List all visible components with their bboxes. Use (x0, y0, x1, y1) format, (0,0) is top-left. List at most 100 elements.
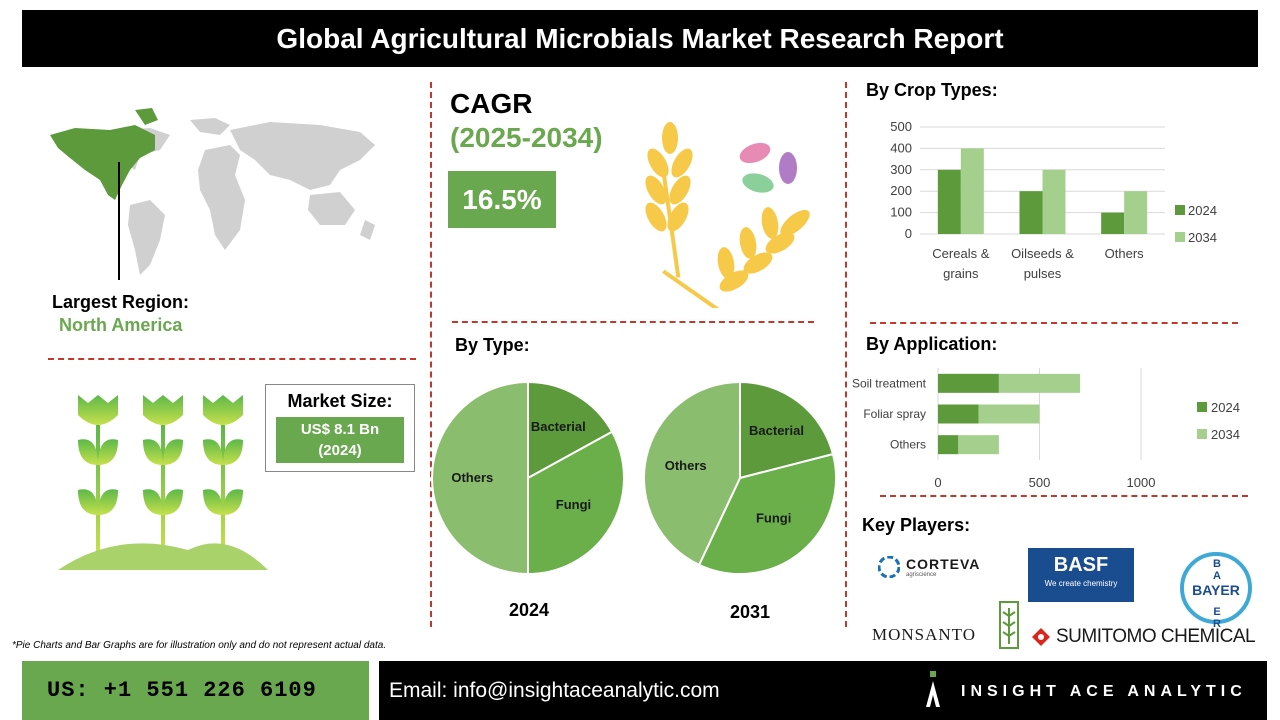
largest-region-label: Largest Region: (52, 292, 190, 312)
legend-label: 2034 (1188, 230, 1217, 245)
bar-2024 (1101, 212, 1125, 234)
plants-illustration (58, 395, 268, 570)
corteva-name: CORTEVA (906, 556, 981, 572)
x-tick-label: Others (1105, 246, 1145, 261)
x-tick-label-line: pulses (1024, 266, 1062, 281)
bar-2034 (978, 404, 1040, 424)
region-pointer-line (118, 162, 120, 280)
bar-2024 (938, 373, 999, 393)
basf-name: BASF (1053, 554, 1109, 576)
pie-label: Others (451, 470, 493, 485)
legend-swatch-2024 (1175, 205, 1185, 215)
corteva-logo: CORTEVA agriscience (878, 556, 980, 578)
type-pie-2031: Bacterial Fungi Others (643, 380, 837, 575)
sumitomo-icon (1032, 628, 1050, 646)
pie-label: Bacterial (531, 419, 586, 434)
bar-2034 (1042, 169, 1066, 234)
pie-label: Fungi (556, 497, 591, 512)
divider-region (48, 358, 416, 360)
pie-year-2031: 2031 (730, 602, 771, 622)
bar-2034 (958, 435, 999, 455)
divider-cagr (452, 321, 814, 323)
crop-types-bar-chart: 0 100 200 300 400 500 Cereals & grains Oilseeds … (890, 119, 1217, 281)
bayer-name: BAYER (1192, 582, 1240, 598)
pie-slice-bacterial (739, 380, 835, 480)
key-players-title: Key Players: (862, 515, 971, 535)
pie-slice-bacterial (527, 380, 614, 480)
bar-2024 (938, 435, 959, 455)
footnote: *Pie Charts and Bar Graphs are for illus… (12, 640, 387, 651)
cagr-value: 16.5% (448, 171, 556, 228)
largest-region-value: North America (59, 315, 183, 335)
market-size-value: US$ 8.1 Bn (2024) (276, 417, 404, 463)
y-tick-label: Foliar spray (863, 407, 926, 421)
divider-left (430, 82, 432, 627)
x-tick-label: 500 (1029, 475, 1051, 490)
legend-swatch-2024 (1197, 402, 1207, 412)
y-tick-label: Soil treatment (852, 376, 927, 390)
legend-label: 2024 (1188, 203, 1217, 218)
corteva-subtitle: agriscience (906, 572, 937, 578)
x-tick-label-line: Cereals & (932, 246, 989, 261)
pie-slice-others (431, 380, 529, 576)
divider-application (880, 495, 1248, 497)
market-size-amount: US$ 8.1 Bn (300, 421, 380, 438)
y-tick-label: 400 (890, 140, 912, 155)
world-map (50, 108, 375, 275)
y-tick-label: Others (890, 438, 926, 452)
pie-label: Fungi (756, 511, 791, 526)
bar-2024 (937, 169, 961, 234)
corteva-icon (878, 556, 900, 578)
application-title: By Application: (866, 334, 998, 354)
y-tick-label: 0 (905, 226, 912, 241)
basf-logo: BASF We create chemistry (1028, 548, 1134, 602)
bar-2034 (960, 148, 984, 234)
x-tick-label-line: grains (943, 266, 979, 281)
pie-slice-others (643, 380, 741, 567)
pie-slice-fungi (527, 430, 625, 576)
page-title: Global Agricultural Microbials Market Re… (22, 10, 1258, 67)
x-tick-label: 1000 (1127, 475, 1156, 490)
legend-label: 2024 (1211, 400, 1240, 415)
legend-swatch-2034 (1175, 232, 1185, 242)
cagr-period: (2025-2034) (450, 122, 603, 153)
monsanto-name: MONSANTO (872, 625, 977, 644)
pie-slice-fungi (697, 452, 837, 575)
pie-label: Others (665, 458, 707, 473)
divider-crop (870, 322, 1238, 324)
basf-tagline: We create chemistry (1044, 579, 1118, 588)
pie-year-2024: 2024 (509, 600, 550, 620)
market-size-label: Market Size: (287, 391, 393, 411)
monsanto-leaf-icon (999, 601, 1019, 649)
market-size-card: Market Size: US$ 8.1 Bn (2024) (265, 384, 415, 472)
email-contact[interactable]: Email: info@insightaceanalytic.com (389, 679, 720, 702)
legend-swatch-2034 (1197, 429, 1207, 439)
y-tick-label: 300 (890, 162, 912, 177)
x-tick-label-line: Oilseeds & (1011, 246, 1074, 261)
x-tick-label: Cereals & grains (932, 246, 989, 281)
footer-bar: Email: info@insightaceanalytic.com INSIG… (379, 661, 1267, 720)
y-tick-label: 500 (890, 119, 912, 134)
type-pie-2024: Bacterial Fungi Others (431, 380, 625, 576)
x-tick-label-line: Others (1105, 246, 1145, 261)
divider-right (845, 82, 847, 627)
y-tick-label: 200 (890, 183, 912, 198)
cagr-label: CAGR (450, 88, 533, 119)
sumitomo-logo: SUMITOMO CHEMICAL (1030, 626, 1256, 648)
bar-2024 (938, 404, 979, 424)
wheat-microbes-illustration (645, 122, 810, 308)
pie-label: Bacterial (749, 423, 804, 438)
legend-label: 2034 (1211, 427, 1240, 442)
application-bar-chart: 0 500 1000 Soil treatment Foliar spray Others… (852, 368, 1240, 490)
x-tick-label: 0 (934, 475, 941, 490)
y-tick-label: 100 (890, 205, 912, 220)
brand-name: INSIGHT ACE ANALYTIC (961, 683, 1247, 700)
x-tick-label: Oilseeds & pulses (1011, 246, 1074, 281)
bar-2024 (1019, 191, 1043, 234)
brand-icon (926, 671, 940, 707)
north-america-region (50, 125, 155, 200)
bar-2034 (1124, 191, 1148, 234)
phone-contact[interactable]: US: +1 551 226 6109 (22, 661, 369, 720)
